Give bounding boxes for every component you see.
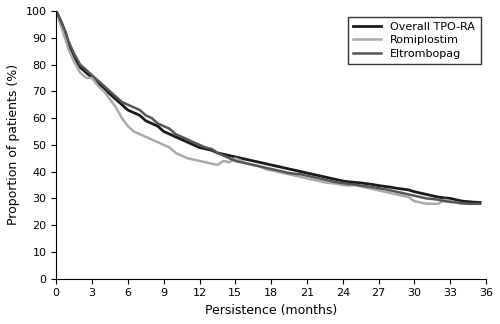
- Overall TPO-RA: [184, 140, 190, 144]
- Eltrombopag: [477, 202, 483, 206]
- Romiplostim: [459, 202, 465, 206]
- Overall TPO-RA: [137, 113, 143, 117]
- Eltrombopag: [131, 105, 137, 109]
- Overall TPO-RA: [436, 195, 442, 199]
- Romiplostim: [160, 143, 166, 147]
- Romiplostim: [59, 28, 65, 32]
- Overall TPO-RA: [53, 9, 59, 13]
- Eltrombopag: [465, 202, 471, 206]
- Overall TPO-RA: [280, 166, 286, 169]
- Overall TPO-RA: [131, 111, 137, 115]
- Line: Romiplostim: Romiplostim: [56, 11, 462, 204]
- Line: Overall TPO-RA: Overall TPO-RA: [56, 11, 480, 202]
- Eltrombopag: [53, 9, 59, 13]
- Line: Eltrombopag: Eltrombopag: [56, 11, 480, 204]
- Romiplostim: [358, 184, 364, 188]
- Overall TPO-RA: [286, 167, 292, 171]
- Eltrombopag: [286, 171, 292, 175]
- Romiplostim: [442, 198, 448, 202]
- Legend: Overall TPO-RA, Romiplostim, Eltrombopag: Overall TPO-RA, Romiplostim, Eltrombopag: [348, 17, 480, 64]
- Eltrombopag: [184, 138, 190, 142]
- Romiplostim: [244, 162, 250, 166]
- Romiplostim: [53, 9, 59, 13]
- Romiplostim: [292, 174, 298, 178]
- Eltrombopag: [137, 108, 143, 112]
- Romiplostim: [424, 202, 430, 206]
- X-axis label: Persistence (months): Persistence (months): [205, 304, 338, 317]
- Y-axis label: Proportion of patients (%): Proportion of patients (%): [7, 64, 20, 226]
- Eltrombopag: [436, 198, 442, 202]
- Eltrombopag: [280, 170, 286, 174]
- Overall TPO-RA: [477, 201, 483, 204]
